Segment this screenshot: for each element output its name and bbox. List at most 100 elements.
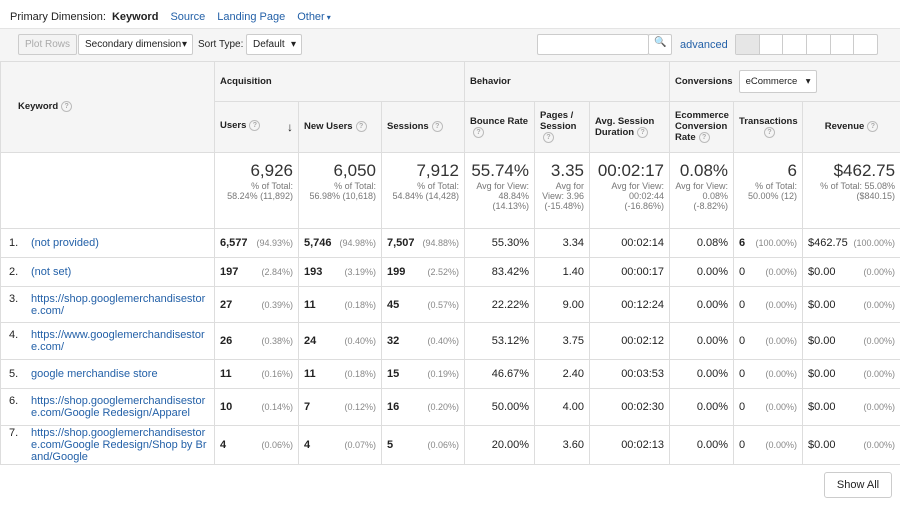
column-header[interactable]: Sessions? bbox=[380, 101, 466, 153]
dim-link[interactable]: Landing Page bbox=[217, 11, 286, 23]
metric-value: 46.67% bbox=[491, 368, 530, 380]
column-header[interactable]: Transactions? bbox=[733, 101, 804, 153]
metric-percent: (2.52%) bbox=[427, 267, 460, 277]
metric-cell: $0.00 (0.00%) bbox=[802, 388, 900, 426]
view-table[interactable] bbox=[736, 35, 760, 54]
metric-value: $462.75 bbox=[808, 237, 848, 249]
metric-cell: $0.00 (0.00%) bbox=[802, 322, 900, 360]
secondary-dimension-select[interactable]: Secondary dimension ▾ bbox=[78, 34, 193, 55]
metric-value: 0 bbox=[739, 335, 746, 347]
metric-value: 0.00% bbox=[696, 298, 729, 311]
keyword-link[interactable]: (not provided) bbox=[31, 237, 99, 249]
help-icon: ? bbox=[355, 121, 367, 133]
row-index: 5. bbox=[9, 368, 19, 380]
row-index: 6. bbox=[9, 395, 19, 407]
primary-dimension-bar: Primary Dimension: Keyword Source Landin… bbox=[10, 11, 331, 23]
metric-cell: 45 (0.57%) bbox=[380, 286, 466, 323]
column-header[interactable]: Ecommerce Conversion Rate? bbox=[669, 101, 735, 153]
column-header[interactable]: Users? ↓ bbox=[214, 101, 299, 153]
dim-link[interactable]: Source bbox=[170, 11, 206, 23]
metric-percent: (0.00%) bbox=[863, 267, 896, 277]
view-pivot[interactable] bbox=[854, 35, 877, 54]
keyword-link[interactable]: (not set) bbox=[31, 266, 72, 278]
metric-cell: 53.12% bbox=[464, 322, 536, 360]
plot-rows-button[interactable]: Plot Rows bbox=[18, 34, 78, 55]
metric-value: 4 bbox=[220, 439, 227, 451]
metric-cell: $0.00 (0.00%) bbox=[802, 257, 900, 287]
column-label: Users bbox=[220, 120, 247, 132]
column-header[interactable]: Pages / Session? bbox=[534, 101, 591, 153]
metric-value: 6,577 bbox=[220, 237, 248, 249]
metric-value: 2.40 bbox=[562, 368, 585, 380]
metric-cell: 197 (2.84%) bbox=[214, 257, 299, 287]
metric-percent: (0.12%) bbox=[344, 402, 376, 412]
group-label: Behavior bbox=[470, 76, 511, 87]
metric-cell: 10 (0.14%) bbox=[214, 388, 299, 426]
metric-percent: (94.88%) bbox=[422, 238, 460, 248]
view-term-cloud[interactable] bbox=[831, 35, 855, 54]
column-header[interactable]: New Users? bbox=[298, 101, 382, 153]
sort-select[interactable]: Default ▾ bbox=[246, 34, 302, 55]
metric-value: 5 bbox=[387, 439, 394, 451]
total-cell: 0.08% Avg for View: 0.08% (-8.82%) bbox=[669, 152, 735, 229]
metric-cell: 0.08% bbox=[669, 228, 735, 258]
view-performance[interactable] bbox=[783, 35, 808, 54]
column-label: New Users bbox=[304, 121, 353, 133]
keyword-link[interactable]: https://shop.googlemerchandisestore.com/ bbox=[31, 292, 206, 317]
conversions-select[interactable]: eCommerce ▾ bbox=[738, 70, 817, 93]
keyword-cell: 1. (not provided) bbox=[0, 228, 215, 258]
row-index: 4. bbox=[9, 329, 19, 341]
metric-value: 55.30% bbox=[491, 237, 530, 249]
keyword-cell: 4. https://www.googlemerchandisestore.com… bbox=[0, 322, 215, 360]
total-value: 55.74% bbox=[471, 161, 530, 180]
group-label: Acquisition bbox=[220, 76, 272, 87]
keyword-cell: 7. https://shop.googlemerchandisestore.co… bbox=[0, 425, 215, 465]
metric-value: 27 bbox=[220, 298, 233, 311]
view-pie[interactable] bbox=[760, 35, 784, 54]
search-button[interactable]: 🔍 bbox=[648, 34, 672, 55]
keyword-link[interactable]: google merchandise store bbox=[31, 368, 158, 380]
totals-row: 6,926% of Total: 58.24% (11,892) 6,050% o… bbox=[0, 152, 900, 229]
keyword-cell: 3. https://shop.googlemerchandisestore.co… bbox=[0, 286, 215, 323]
column-header[interactable]: Bounce Rate? bbox=[464, 101, 536, 153]
help-icon: ? bbox=[249, 120, 261, 131]
totals-keyword bbox=[0, 152, 215, 229]
search-input[interactable] bbox=[537, 34, 649, 55]
total-note: % of Total: 50.00% (12) bbox=[747, 181, 798, 201]
total-value: 7,912 bbox=[416, 161, 460, 180]
primary-active[interactable]: Keyword bbox=[111, 11, 159, 23]
column-header[interactable]: Avg. Session Duration? bbox=[589, 101, 671, 153]
metric-value: 22.22% bbox=[491, 298, 530, 311]
view-comparison[interactable] bbox=[807, 35, 831, 54]
keyword-link[interactable]: https://www.googlemerchandisestore.com/ bbox=[31, 329, 205, 353]
metric-percent: (0.00%) bbox=[863, 299, 896, 310]
advanced-link[interactable]: advanced bbox=[680, 39, 728, 51]
column-label: Keyword bbox=[18, 101, 59, 113]
metric-value: 83.42% bbox=[491, 266, 530, 278]
metric-cell: 5 (0.06%) bbox=[380, 425, 466, 465]
total-value: 00:02:17 bbox=[597, 161, 665, 180]
metric-value: 26 bbox=[220, 335, 233, 347]
metric-cell: 00:02:12 bbox=[589, 322, 671, 360]
column-label: Transactions bbox=[739, 115, 798, 127]
column-header[interactable]: Revenue? bbox=[802, 101, 900, 153]
metric-value: 4.00 bbox=[562, 401, 585, 413]
help-icon: ? bbox=[431, 121, 443, 133]
column-label: Bounce Rate bbox=[470, 115, 529, 127]
data-row: 7. https://shop.googlemerchandisestore.co… bbox=[0, 425, 900, 465]
metric-value: 0 bbox=[739, 401, 746, 413]
metric-value: 24 bbox=[304, 335, 317, 347]
metric-value: 197 bbox=[220, 266, 239, 278]
keyword-link[interactable]: https://shop.googlemerchandisestore.com/… bbox=[31, 395, 206, 419]
dim-link[interactable]: Other bbox=[297, 11, 325, 23]
metric-cell: 26 (0.38%) bbox=[214, 322, 299, 360]
show-all-button[interactable]: Show All bbox=[824, 472, 892, 498]
metric-percent: (0.40%) bbox=[427, 336, 460, 346]
select-value: eCommerce bbox=[745, 76, 798, 87]
metric-percent: (100.00%) bbox=[853, 238, 896, 248]
metric-value: 10 bbox=[220, 401, 233, 413]
keyword-link[interactable]: https://shop.googlemerchandisestore.com/… bbox=[31, 427, 207, 463]
metric-cell: 0.00% bbox=[669, 322, 735, 360]
help-icon: ? bbox=[698, 132, 710, 144]
metric-cell: 11 (0.18%) bbox=[298, 359, 382, 389]
